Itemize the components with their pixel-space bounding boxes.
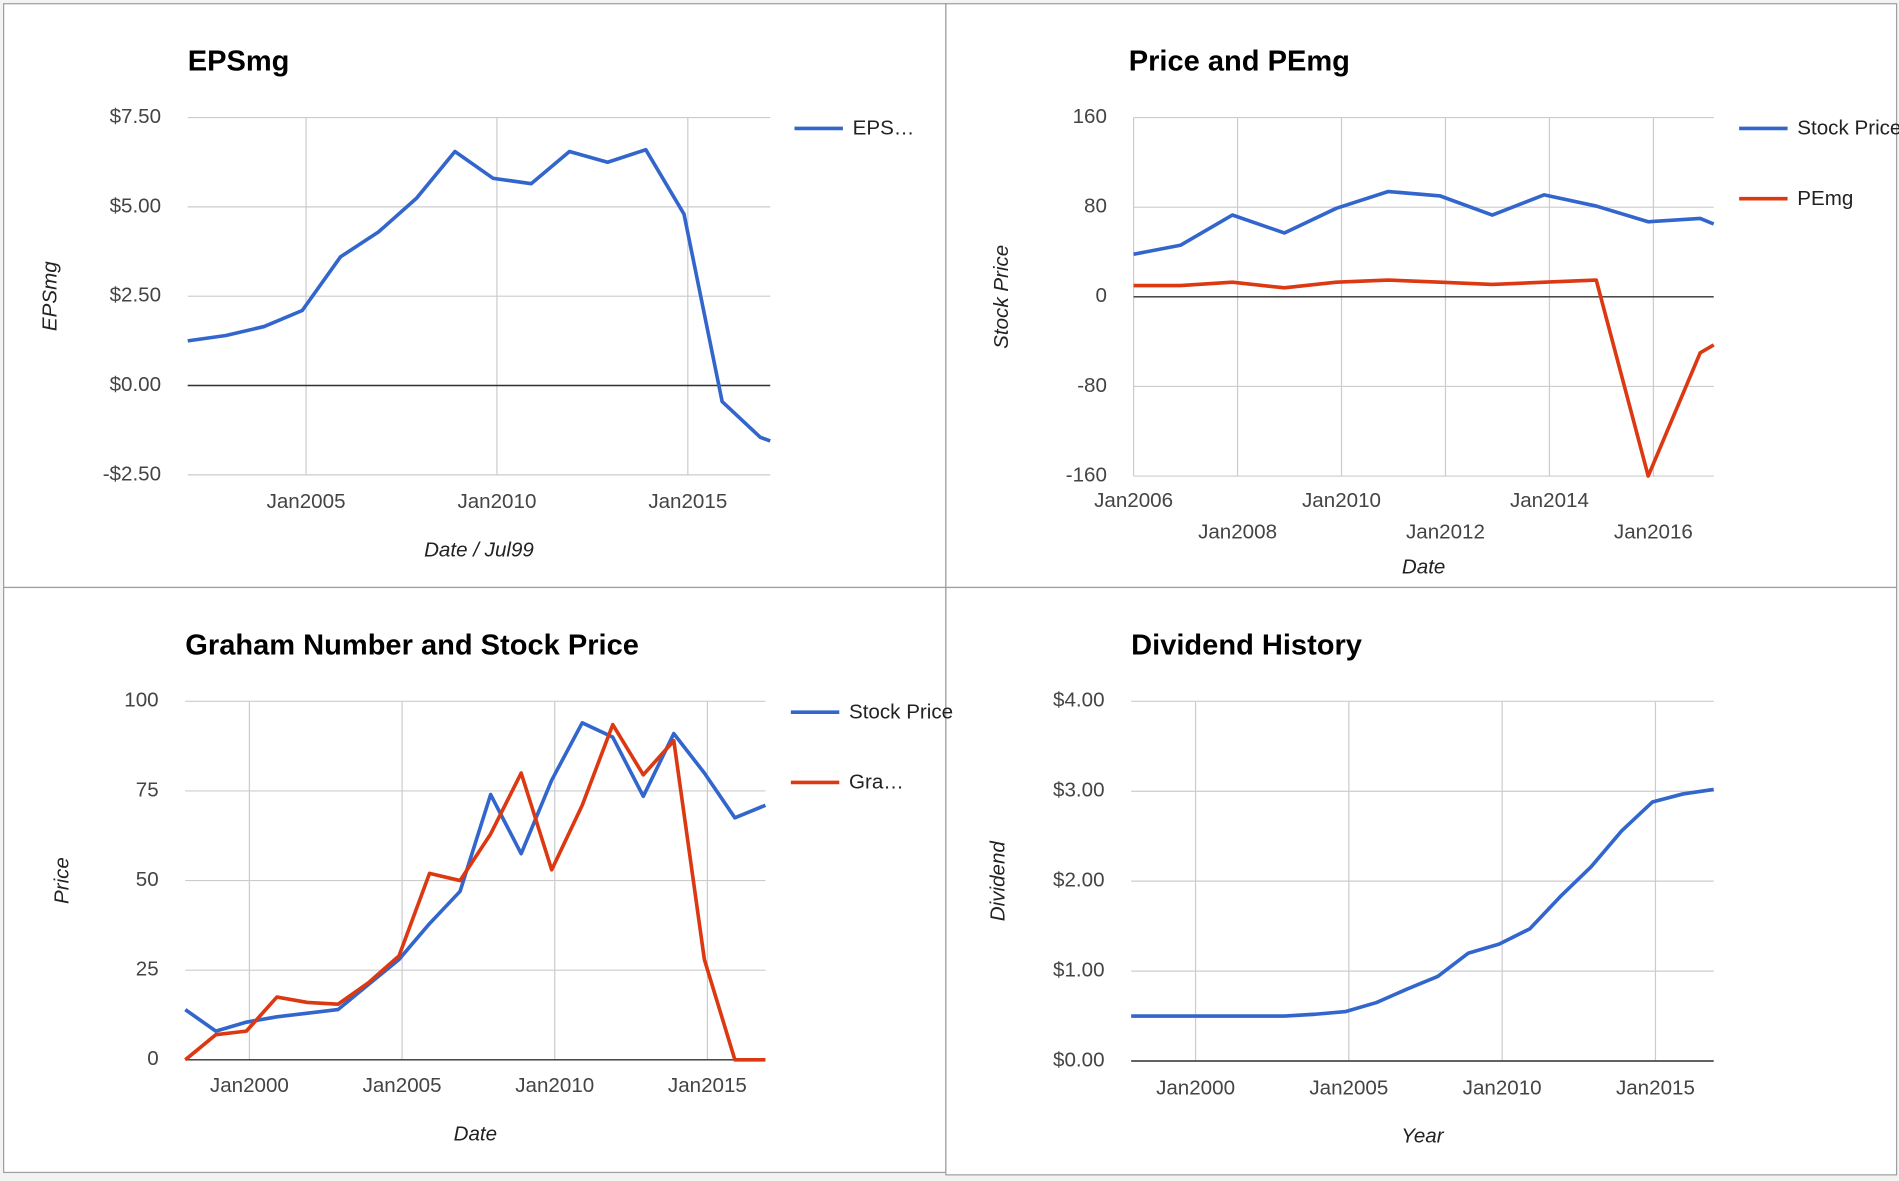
x-axis-title: Date	[1402, 556, 1445, 579]
series-line	[184, 722, 766, 1062]
x-tick-label: Jan2000	[1156, 1076, 1235, 1099]
x-tick-label: Jan2005	[267, 490, 346, 513]
legend-label: Stock Price	[1797, 116, 1899, 140]
chart-title: Price and PEmg	[1129, 46, 1350, 78]
legend-entry: PEmg	[1797, 186, 1854, 210]
y-tick-label: $5.00	[110, 194, 162, 217]
y-tick-label: -80	[1077, 374, 1107, 397]
x-tick-label: Jan2006	[1094, 489, 1173, 512]
x-tick-label: Jan2000	[210, 1074, 289, 1097]
series-line	[187, 147, 771, 443]
legend-entry: Stock Price	[1797, 116, 1899, 140]
x-tick-label: Jan2014	[1510, 489, 1589, 512]
legend-label: EPS…	[852, 116, 915, 140]
x-tick-label: Jan2015	[668, 1074, 747, 1097]
x-tick-label: Jan2016	[1614, 520, 1693, 543]
chart-panel	[945, 3, 1898, 589]
y-tick-label: 100	[124, 689, 158, 712]
y-tick-label: 0	[1095, 284, 1106, 307]
y-tick-label: 75	[136, 778, 159, 801]
legend-entry: EPS…	[852, 116, 915, 140]
x-tick-label: Jan2008	[1198, 520, 1277, 543]
y-tick-label: $0.00	[110, 373, 162, 396]
x-axis-title: Date	[454, 1122, 497, 1145]
y-axis-title: Stock Price	[990, 245, 1013, 349]
chart-title: Graham Number and Stock Price	[185, 629, 639, 661]
y-tick-label: $2.50	[110, 284, 162, 307]
x-tick-label: Jan2015	[648, 490, 727, 513]
y-tick-label: -160	[1066, 463, 1107, 486]
legend-label: PEmg	[1797, 186, 1854, 210]
x-tick-label: Jan2005	[1309, 1076, 1388, 1099]
y-tick-label: 0	[147, 1047, 158, 1070]
y-tick-label: 160	[1073, 105, 1107, 128]
x-tick-label: Jan2010	[515, 1074, 594, 1097]
y-tick-label: $7.50	[110, 105, 162, 128]
y-tick-label: -$2.50	[103, 462, 161, 485]
y-axis-title: EPSmg	[38, 261, 61, 331]
y-axis-title: Price	[50, 857, 73, 904]
legend-entry: Stock Price	[848, 700, 954, 724]
y-tick-label: 25	[136, 958, 159, 981]
x-axis-title: Date / Jul99	[424, 539, 534, 562]
series-line	[1133, 189, 1715, 257]
x-tick-label: Jan2015	[1616, 1076, 1695, 1099]
y-axis-title: Dividend	[987, 841, 1010, 922]
chart-title: Dividend History	[1131, 629, 1362, 661]
legend-label: Gra…	[848, 770, 904, 794]
y-tick-label: $2.00	[1053, 869, 1105, 892]
y-tick-label: $0.00	[1053, 1048, 1105, 1071]
x-tick-label: Jan2012	[1406, 520, 1485, 543]
y-tick-label: $1.00	[1053, 959, 1105, 982]
chart-title: EPSmg	[188, 46, 290, 78]
y-tick-label: 80	[1084, 195, 1107, 218]
x-tick-label: Jan2010	[1463, 1076, 1542, 1099]
y-tick-label: 50	[136, 868, 159, 891]
legend-label: Stock Price	[848, 700, 954, 724]
series-line	[1131, 787, 1714, 1018]
series-line	[1133, 278, 1715, 478]
x-tick-label: Jan2005	[363, 1074, 442, 1097]
x-axis-title: Year	[1401, 1125, 1444, 1148]
x-tick-label: Jan2010	[1302, 489, 1381, 512]
y-tick-label: $3.00	[1053, 779, 1105, 802]
x-tick-label: Jan2010	[457, 490, 536, 513]
y-tick-label: $4.00	[1053, 689, 1105, 712]
legend-entry: Gra…	[848, 770, 904, 794]
